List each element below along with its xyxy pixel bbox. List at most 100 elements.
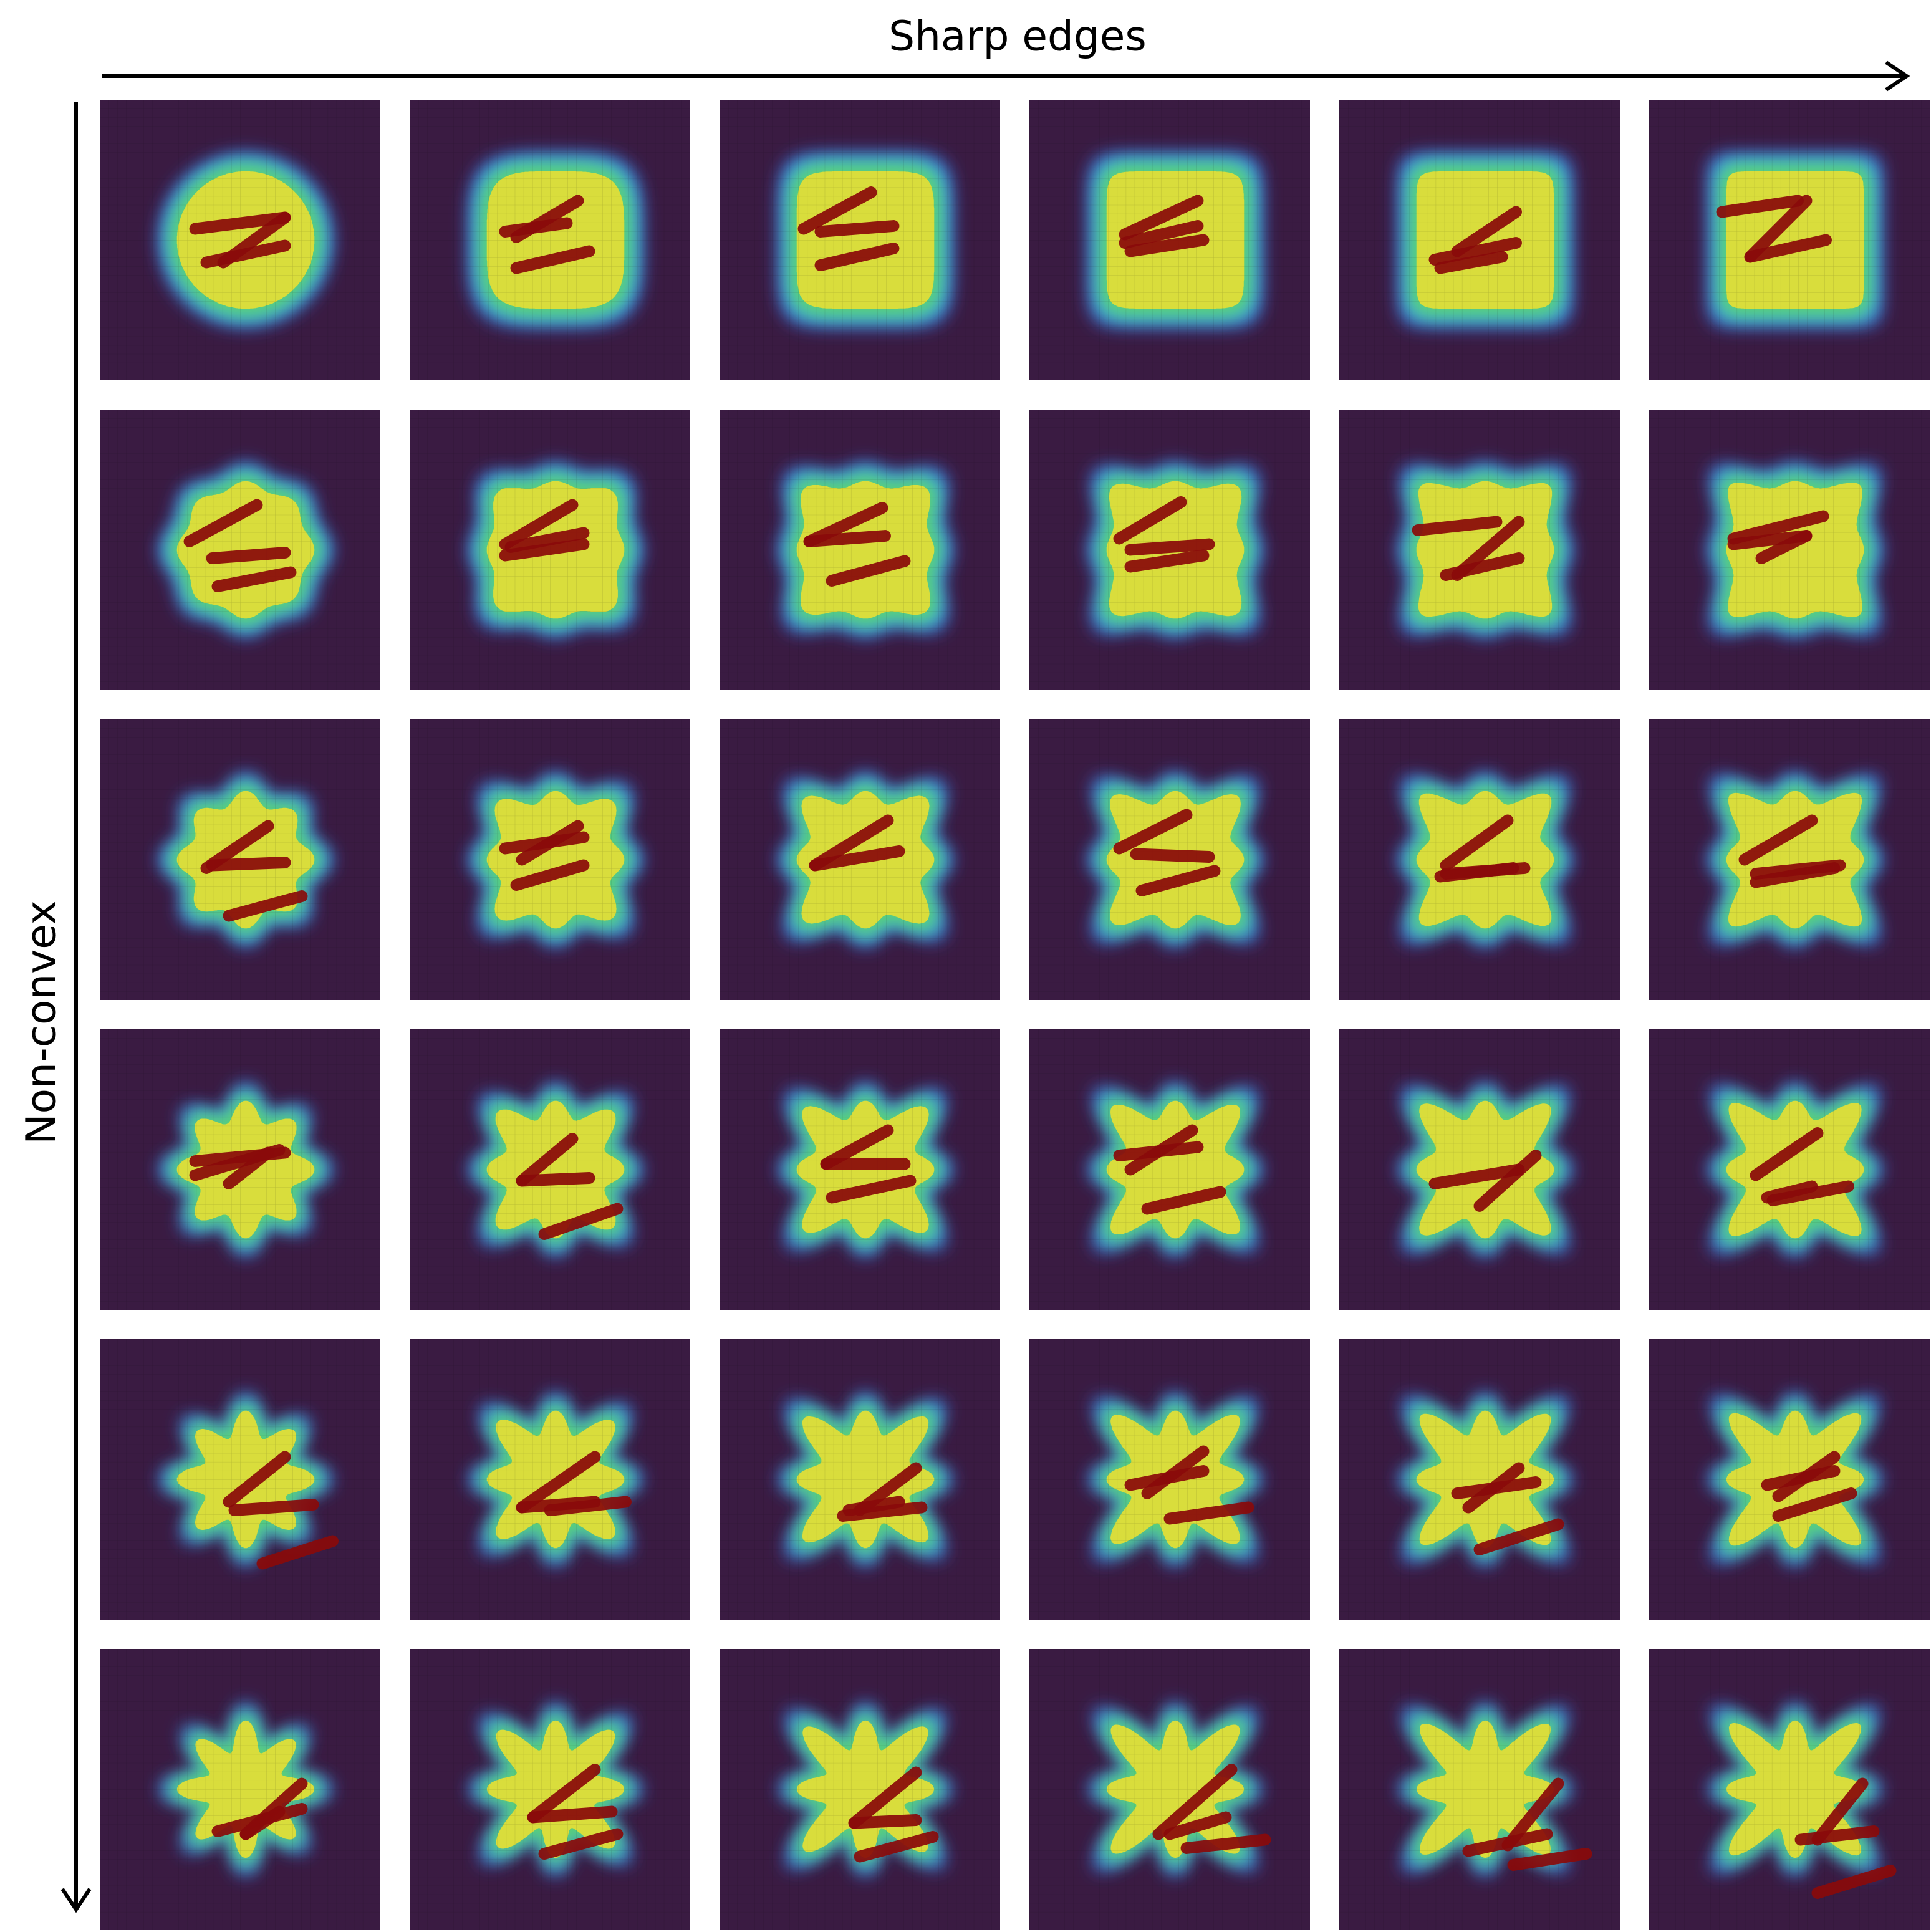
stroke-segment	[206, 547, 291, 564]
stroke-segment	[848, 1766, 922, 1829]
pixel-grid	[1649, 719, 1930, 1000]
stroke-segment	[1163, 1811, 1232, 1840]
stroke-segment	[1152, 1764, 1238, 1840]
pixel-grid	[410, 100, 690, 380]
stroke-segment	[504, 527, 590, 553]
stroke-segment	[499, 538, 590, 562]
stroke-segment	[544, 1496, 632, 1516]
stroke-segment	[1124, 1124, 1198, 1176]
stroke-segment	[1738, 814, 1818, 866]
panel-r3-c3	[1029, 1029, 1310, 1310]
stroke-segment	[1119, 195, 1204, 241]
panel-r2-c2	[720, 719, 1000, 1000]
stroke-segment	[516, 1133, 579, 1187]
stroke-segment	[499, 499, 579, 550]
stroke-segment	[239, 1805, 286, 1840]
pixel-grid	[410, 1649, 690, 1930]
pixel-grid	[720, 1339, 1000, 1620]
stroke-segment	[1473, 1150, 1542, 1212]
stroke-segment	[1794, 1825, 1880, 1846]
stroke-segment	[223, 1451, 291, 1508]
panel-r4-c5	[1649, 1339, 1930, 1620]
panel-r1-c3	[1029, 410, 1310, 690]
stroke-segment	[527, 1805, 618, 1824]
panel-r0-c4	[1339, 100, 1620, 380]
stroke-segment	[1124, 538, 1215, 556]
stroke-segment	[510, 245, 595, 274]
stroke-segment	[1716, 195, 1804, 218]
stroke-segment	[211, 566, 297, 592]
stroke-segment	[223, 890, 308, 922]
stroke-segment	[1180, 1833, 1271, 1854]
stroke-segment	[189, 211, 291, 235]
panel-r5-c3	[1029, 1649, 1310, 1930]
panel-r3-c4	[1339, 1029, 1620, 1310]
x-axis-label: Sharp edges	[888, 12, 1147, 60]
panel-r3-c0	[100, 1029, 380, 1310]
stroke-segment	[538, 1828, 624, 1860]
stroke-segment	[1811, 1777, 1869, 1846]
panel-r2-c3	[1029, 719, 1310, 1000]
panel-r4-c2	[720, 1339, 1000, 1620]
stroke-segment	[814, 220, 900, 238]
stroke-segment	[809, 845, 905, 872]
stroke-segment	[1428, 1163, 1525, 1189]
panel-r1-c4	[1339, 410, 1620, 690]
pixel-grid	[1339, 1649, 1620, 1930]
pixel-grid	[1649, 1649, 1930, 1930]
stroke-segment	[1750, 862, 1841, 888]
stroke-segment	[842, 1496, 905, 1516]
stroke-segment	[826, 555, 911, 587]
stroke-segment	[1744, 234, 1832, 263]
panel-r1-c2	[720, 410, 1000, 690]
pixel-grid	[720, 410, 1000, 690]
stroke-segment	[516, 820, 584, 866]
panel-r0-c0	[100, 100, 380, 380]
panel-r0-c1	[410, 100, 690, 380]
stroke-segment	[1744, 195, 1813, 263]
stroke-segment	[797, 186, 877, 235]
stroke-segment	[200, 239, 291, 269]
stroke-segment	[1124, 234, 1210, 257]
panel-r3-c1	[410, 1029, 690, 1310]
panel-r5-c4	[1339, 1649, 1620, 1930]
pixel-grid	[720, 1649, 1000, 1930]
stroke-segment	[223, 1146, 274, 1189]
x-axis-arrowhead	[1885, 60, 1910, 92]
pixel-grid	[1649, 1029, 1930, 1310]
stroke-segment	[1501, 1777, 1564, 1852]
stroke-segment	[206, 857, 291, 872]
pixel-grid	[1649, 100, 1930, 380]
stroke-segment	[848, 1814, 922, 1829]
panel-r1-c5	[1649, 410, 1930, 690]
panel-r0-c2	[720, 100, 1000, 380]
pixel-grid	[100, 410, 380, 690]
stroke-segment	[814, 243, 900, 271]
stroke-segment	[1434, 862, 1519, 883]
stroke-segment	[1811, 1865, 1897, 1899]
stroke-segment	[803, 530, 891, 547]
pixel-grid	[100, 100, 380, 380]
pixel-grid	[410, 1029, 690, 1310]
stroke-segment	[1119, 220, 1204, 249]
stroke-segment	[1163, 1501, 1254, 1525]
stroke-segment	[1755, 530, 1813, 564]
panel-r3-c5	[1649, 1029, 1930, 1310]
y-axis-label: Non-convex	[17, 900, 65, 1145]
stroke-segment	[1113, 496, 1187, 545]
stroke-segment	[1412, 516, 1503, 536]
panel-r1-c1	[410, 410, 690, 690]
stroke-segment	[1141, 1445, 1210, 1499]
stroke-segment	[1428, 237, 1522, 266]
panel-r0-c5	[1649, 100, 1930, 380]
stroke-segment	[1750, 1127, 1824, 1181]
stroke-segment	[1772, 1487, 1857, 1522]
stroke-segment	[1434, 251, 1508, 274]
panel-r5-c0	[100, 1649, 380, 1930]
stroke-segment	[1462, 1462, 1525, 1514]
stroke-segment	[256, 1535, 339, 1570]
stroke-segment	[1507, 1848, 1592, 1871]
panel-r2-c1	[410, 719, 690, 1000]
stroke-segment	[1473, 1518, 1564, 1555]
stroke-segment	[1135, 865, 1221, 896]
